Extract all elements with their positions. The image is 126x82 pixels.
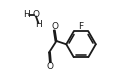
Text: H: H bbox=[35, 20, 42, 29]
Text: O: O bbox=[32, 10, 39, 19]
Text: F: F bbox=[78, 22, 84, 31]
Text: H: H bbox=[24, 10, 30, 19]
Text: O: O bbox=[51, 22, 58, 31]
Text: O: O bbox=[46, 62, 53, 71]
